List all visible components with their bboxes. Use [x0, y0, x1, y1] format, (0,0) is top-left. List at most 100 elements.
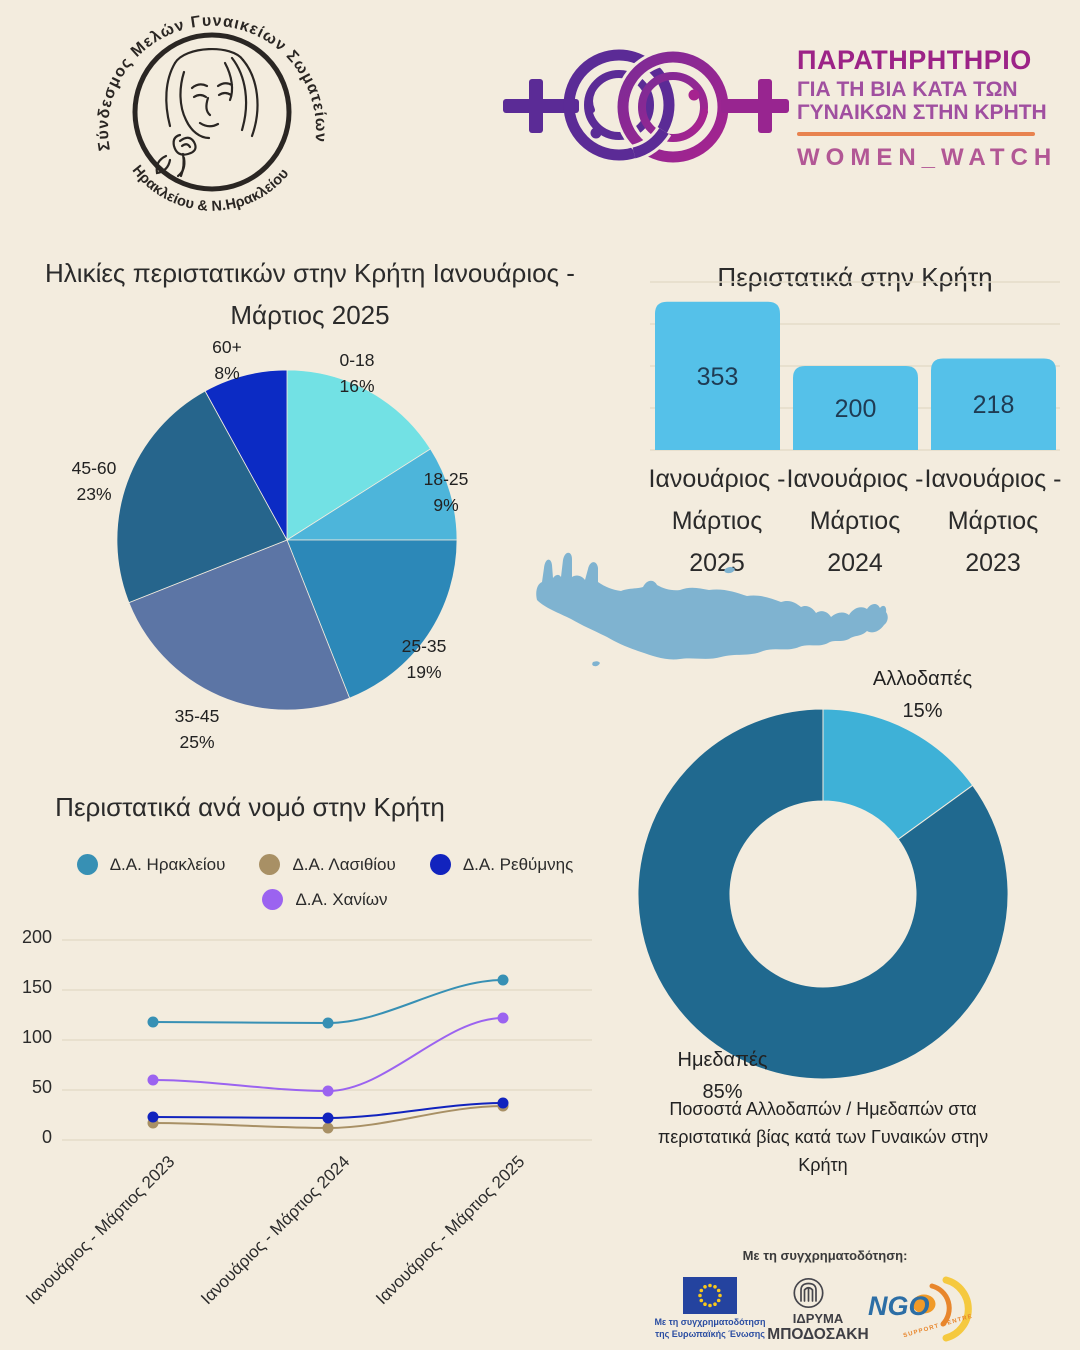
eu-star [718, 1293, 722, 1298]
ngo-support-centre-logo: NGO SUPPORT CENTRE [868, 1276, 974, 1342]
pie-slice-25-35 [286, 539, 458, 699]
incidents-bar-svg: 353 200 218 [650, 281, 1060, 451]
legend-dot-rethymnis [429, 854, 451, 875]
woman-face-sketch-icon [155, 48, 259, 178]
line-series-Δ.Α. Χανίων [152, 1017, 504, 1093]
line-point [322, 1017, 334, 1029]
bar-2025 [655, 301, 780, 450]
observatory-wordmark: ΠΑΡΑΤΗΡΗΤΗΡΙΟ ΓΙΑ ΤΗ ΒΙΑ ΚΑΤΑ ΤΩΝ ΓΥΝΑΙΚ… [797, 46, 1057, 172]
pie-label-35-45: 35-45 25% [174, 706, 220, 752]
ring-left [563, 49, 675, 161]
line-point [147, 1074, 159, 1086]
legend-item-rethymnis: Δ.Α. Ρεθύμνης [429, 854, 573, 875]
x-label-2023: Ιανουάριος - Μάρτιος 2023 [22, 1152, 179, 1309]
pie-slice-35-45 [128, 539, 351, 711]
line-chart-title: Περιστατικά ανά νομό στην Κρήτη [55, 792, 445, 822]
y-tick-label: 100 [21, 1027, 52, 1047]
eu-star [699, 1298, 704, 1303]
bar-2023 [931, 358, 1056, 450]
bar-2024 [793, 366, 918, 450]
y-tick-label: 0 [41, 1127, 52, 1147]
donut-label-foreign: Αλλοδαπές 15% [872, 668, 973, 722]
crete-map-path [536, 552, 888, 667]
bar-label-2024: Ιανουάριος - Μάρτιος 2024 [786, 465, 924, 577]
orange-rule [797, 132, 1035, 136]
observatory-subtitle-1: ΓΙΑ ΤΗ ΒΙΑ ΚΑΤΑ ΤΩΝ [797, 78, 1018, 101]
women-watch-label: WOMEN_WATCH [797, 144, 1058, 171]
pie-label-45-60: 45-60 23% [71, 458, 117, 504]
line-series-Δ.Α. Ηρακλείου [152, 979, 504, 1025]
female-symbol-left [503, 79, 579, 133]
donut-slice-Αλλοδαπές [822, 709, 974, 840]
female-symbol-right [721, 79, 789, 133]
crete-map [536, 552, 888, 667]
ngo-orange-disc [912, 1294, 936, 1314]
pie-slice-60+ [204, 369, 288, 541]
donut-slice-Ημεδαπές [638, 709, 1008, 1079]
x-label-2024: Ιανουάριος - Μάρτιος 2024 [197, 1152, 354, 1309]
ngo-wordmark: NGO [868, 1291, 930, 1321]
y-tick-label: 200 [21, 927, 52, 947]
bar-value-label: 218 [973, 391, 1015, 419]
legend-item-lasithiou: Δ.Α. Λασιθίου [259, 854, 396, 875]
eu-star [716, 1288, 721, 1293]
line-point [147, 1016, 159, 1028]
pie-slice-0-18 [286, 369, 432, 541]
ages-pie-title: Ηλικίες περιστατικών στην Κρήτη Ιανουάρι… [45, 258, 575, 330]
ngo-yellow-swoosh [942, 1276, 972, 1342]
eu-star [698, 1293, 702, 1298]
donut-caption: Ποσοστά Αλλοδαπών / Ημεδαπών στα περιστα… [657, 1099, 989, 1175]
prefectures-line-svg [62, 939, 592, 1141]
eu-flag-icon [683, 1277, 737, 1314]
eu-star [713, 1302, 717, 1306]
cofunding-label: Με τη συγχρηματοδότηση: [742, 1248, 908, 1263]
pie-slice-45-60 [116, 390, 288, 604]
line-point [322, 1122, 334, 1134]
eu-caption: Με τη συγχρηματοδότηση της Ευρωπαϊκής Έν… [654, 1317, 766, 1339]
bodossaki-name: ΙΔΡΥΜΑ ΜΠΟΔΟΣΑΚΗ [767, 1311, 869, 1343]
eu-star [703, 1302, 707, 1306]
line-point [497, 1097, 509, 1109]
eu-star [699, 1288, 704, 1293]
eu-star [708, 1303, 712, 1308]
pie-slice-18-25 [285, 448, 458, 541]
eu-stars [698, 1283, 722, 1308]
bar-value-label: 353 [697, 363, 739, 391]
legend-item-irakleiou: Δ.Α. Ηρακλείου [76, 854, 225, 875]
pie-label-25-35: 25-35 19% [401, 636, 447, 682]
x-label-2025: Ιανουάριος - Μάρτιος 2025 [372, 1152, 529, 1309]
eu-star [703, 1285, 707, 1289]
y-tick-label: 150 [21, 977, 52, 997]
eu-star [716, 1298, 721, 1303]
observatory-subtitle-2: ΓΥΝΑΙΚΩΝ ΣΤΗΝ ΚΡΗΤΗ [797, 101, 1047, 124]
y-tick-label: 50 [31, 1077, 52, 1097]
association-logo: Σύνδεσμος Μελών Γυναικείων Σωματείων Ηρα… [95, 13, 328, 215]
ngo-orange-swoosh [929, 1283, 952, 1327]
line-point [322, 1112, 334, 1124]
observatory-title: ΠΑΡΑΤΗΡΗΤΗΡΙΟ [797, 45, 1032, 75]
women-watch-symbol-icon [503, 48, 789, 166]
incidents-bar-title: Περιστατικά στην Κρήτη [717, 262, 993, 292]
donut-label-native: Ημεδαπές 85% [677, 1049, 768, 1103]
eu-star [713, 1285, 717, 1289]
nationality-donut-svg [638, 709, 1008, 1079]
line-chart-legend: Δ.Α. Ηρακλείου Δ.Α. Λασιθίου Δ.Α. Ρεθύμν… [60, 854, 590, 924]
bodossaki-emblem-icon [793, 1277, 824, 1309]
pie-label-18-25: 18-25 9% [423, 469, 469, 515]
line-point [497, 974, 509, 986]
legend-dot-chanion [262, 889, 284, 910]
line-point [497, 1012, 509, 1024]
bar-label-2025: Ιανουάριος - Μάρτιος 2025 [648, 465, 786, 577]
legend-dot-lasithiou [259, 854, 281, 875]
pie-label-0-18: 0-18 16% [339, 350, 375, 396]
line-point [322, 1085, 334, 1097]
eu-star [708, 1283, 712, 1288]
ages-pie-svg [116, 369, 458, 711]
pie-label-60plus: 60+ 8% [212, 337, 242, 383]
legend-dot-irakleiou [76, 854, 98, 875]
bar-label-2023: Ιανουάριος - Μάρτιος 2023 [924, 465, 1062, 577]
logo-circle [132, 32, 292, 192]
line-point [147, 1111, 159, 1123]
bar-value-label: 200 [835, 395, 877, 423]
